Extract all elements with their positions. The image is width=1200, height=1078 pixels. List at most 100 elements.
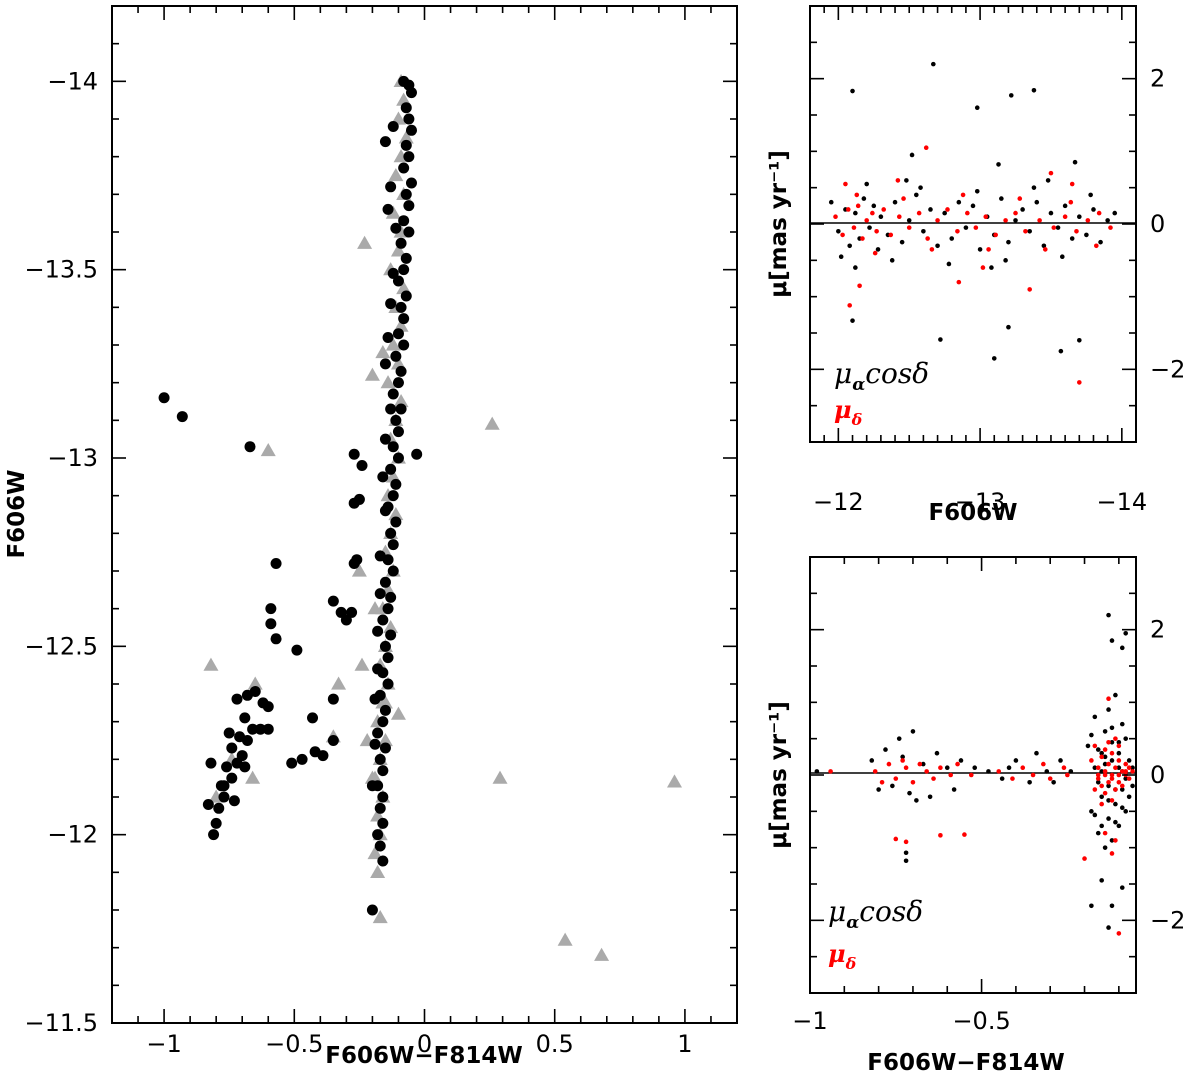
pm-ra-point <box>986 769 991 774</box>
pm-dec-point <box>903 765 909 771</box>
pm-dec-point <box>1116 743 1122 749</box>
pm-ra-point <box>1069 236 1075 241</box>
star-triangle <box>351 563 367 577</box>
star-point <box>405 87 417 99</box>
star-point <box>395 365 407 377</box>
pm-ra-point <box>1102 729 1108 734</box>
pm-ra-point <box>1027 228 1032 234</box>
y-tick-label: 0 <box>1150 210 1165 238</box>
pm-ra-point <box>1126 794 1132 800</box>
pm-color-points <box>814 612 1135 936</box>
star-point <box>382 603 394 615</box>
pm-dec-point <box>1074 228 1079 234</box>
star-triangle <box>367 601 383 615</box>
pm-ra-point <box>871 203 877 209</box>
x-tick-label: −0.5 <box>952 1007 1010 1035</box>
star-triangle <box>372 910 388 924</box>
pm-dec-point <box>847 303 852 308</box>
pm-dec-point <box>1027 287 1032 292</box>
pm-ra-point <box>1119 645 1125 651</box>
star-point <box>382 331 394 343</box>
pm-dec-point <box>938 833 943 838</box>
pm-dec-point <box>879 779 885 785</box>
pm-ra-point <box>989 265 994 270</box>
y-tick-label: −2 <box>1150 355 1185 383</box>
cmd-y-tick-labels: −14 −13.5 −13 −12.5 −12 −11.5 <box>24 67 98 1037</box>
star-triangle <box>377 733 393 747</box>
pm-dec-point <box>1109 772 1115 778</box>
pm-ra-point <box>1099 769 1104 774</box>
pm-dec-point <box>1094 243 1099 249</box>
star-point <box>372 829 384 841</box>
pm-ra-point <box>951 787 957 792</box>
pm-dec-point <box>980 265 986 270</box>
pm-dec-point <box>874 228 879 234</box>
star-point <box>249 686 261 698</box>
pm-ra-point <box>1092 812 1098 818</box>
pm-ra-point <box>1089 732 1094 738</box>
star-point <box>218 780 230 792</box>
pm-dec-point <box>955 761 960 767</box>
pm-dec-point <box>973 225 979 230</box>
star-point <box>398 162 410 174</box>
star-point <box>403 226 415 238</box>
pm-ra-point <box>1006 239 1011 245</box>
pm-ra-point <box>1099 750 1104 756</box>
pm-ra-point <box>1058 758 1063 763</box>
pm-dec-point <box>965 210 970 216</box>
star-point <box>403 113 415 125</box>
star-point <box>374 840 386 852</box>
star-point <box>239 712 251 724</box>
pm-ra-point <box>942 210 947 216</box>
pm-ra-point <box>956 199 962 205</box>
star-point <box>398 339 410 351</box>
pm-dec-point <box>993 232 998 238</box>
y-tick-label: −11.5 <box>24 1009 98 1037</box>
pm-ra-point <box>1126 758 1132 763</box>
pm-dec-point <box>1116 779 1122 785</box>
star-point <box>241 735 253 746</box>
pm-ra-point <box>1003 258 1008 263</box>
pm-dec-point <box>996 769 1002 774</box>
pm-dec-point <box>1102 769 1108 774</box>
pm-ra-point <box>1123 776 1129 781</box>
pm-mag-x-tick-labels: −12 −13 −14 <box>813 488 1147 516</box>
star-point <box>387 121 399 133</box>
star-point <box>372 727 384 739</box>
pm-ra-point <box>1112 210 1118 216</box>
legend-mu-delta: μδ <box>834 395 863 429</box>
pm-dec-point <box>1106 761 1111 767</box>
star-point <box>247 723 259 735</box>
pm-ra-point <box>1109 758 1115 763</box>
star-point <box>210 817 222 829</box>
star-point <box>392 377 404 389</box>
star-triangle <box>484 416 500 430</box>
pm-dec-point <box>1109 798 1115 803</box>
x-tick-label: −12 <box>813 488 864 516</box>
star-triangle <box>203 657 219 671</box>
star-point <box>223 727 235 739</box>
star-point <box>351 554 363 566</box>
pm-ra-point <box>1077 214 1082 220</box>
pm-dec-point <box>1023 228 1028 234</box>
star-triangle <box>377 695 393 709</box>
star-point <box>377 855 389 867</box>
pm-dec-point <box>1108 225 1113 230</box>
star-point <box>262 701 274 713</box>
pm-vs-color-panel: −1 −0.5 2 0 −2 F606W−F814W μ[mas yr⁻¹] μαco… <box>766 556 1185 1076</box>
y-tick-label: −2 <box>1150 906 1185 934</box>
pm-ra-point <box>850 318 855 323</box>
pm-dec-point <box>1089 758 1094 763</box>
cmd-panel: −1 −0.5 0 0.5 1 −14 −13.5 −13 −12.5 −12 −11.5 F60… <box>4 5 738 1069</box>
star-point <box>262 723 274 735</box>
pm-ra-point <box>889 258 895 263</box>
pm-ra-point <box>1113 692 1118 698</box>
pm-ra-point <box>1102 761 1108 767</box>
pm-dec-point <box>1106 696 1111 701</box>
pm-dec-point <box>1113 838 1118 843</box>
pm-ra-point <box>1099 794 1104 800</box>
star-point <box>377 471 389 483</box>
pm-dec-point <box>1092 743 1098 749</box>
pm-ra-point <box>1109 838 1115 843</box>
pm-ra-point <box>853 265 858 270</box>
